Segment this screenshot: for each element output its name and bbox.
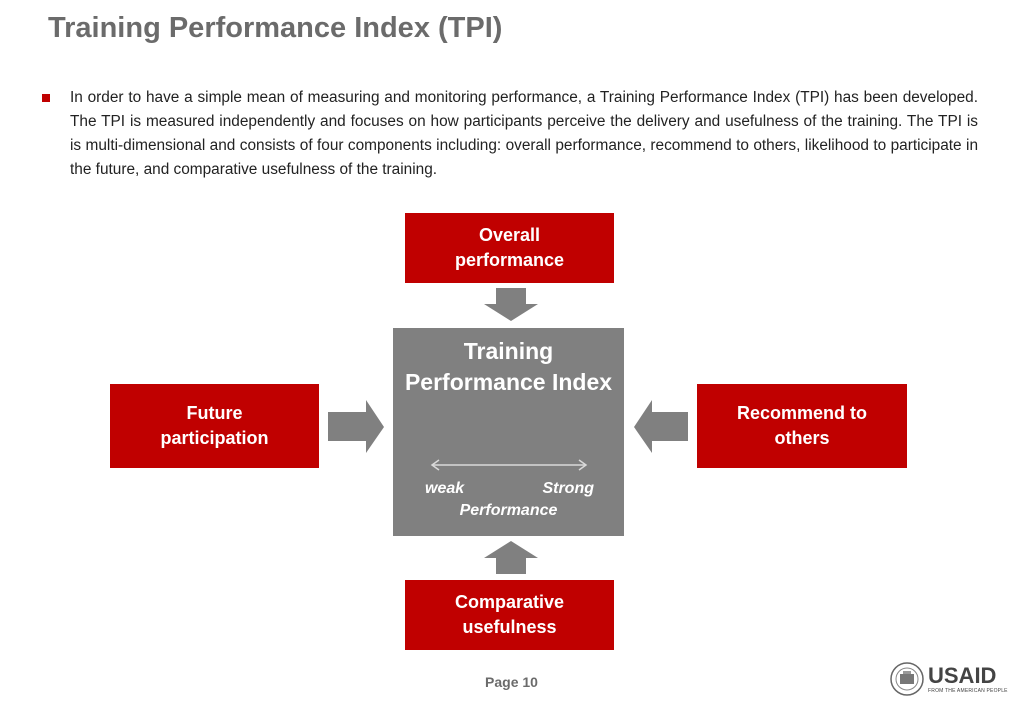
logo-subtext: FROM THE AMERICAN PEOPLE bbox=[928, 688, 1008, 694]
center-box-tpi: Training Performance Index weak Strong P… bbox=[393, 328, 624, 536]
box-comparative-usefulness: Comparative usefulness bbox=[405, 580, 614, 650]
box-overall-performance: Overall performance bbox=[405, 213, 614, 283]
scale-performance-label: Performance bbox=[459, 502, 558, 519]
box-overall-performance-label: Overall performance bbox=[454, 225, 565, 270]
bullet-text: In order to have a simple mean of measur… bbox=[70, 89, 978, 178]
usaid-logo: USAID FROM THE AMERICAN PEOPLE bbox=[890, 660, 1010, 700]
arrow-down-icon bbox=[484, 288, 538, 321]
box-future-participation: Future participation bbox=[110, 384, 319, 468]
arrow-up-icon bbox=[484, 541, 538, 574]
bullet-paragraph: In order to have a simple mean of measur… bbox=[42, 86, 978, 182]
bullet-square-icon bbox=[42, 94, 50, 102]
scale-high-label: Strong bbox=[542, 480, 594, 497]
page-title: Training Performance Index (TPI) bbox=[48, 12, 503, 44]
scale-double-arrow-icon bbox=[430, 459, 588, 471]
usaid-seal-icon bbox=[890, 662, 924, 696]
box-comparative-usefulness-label: Comparative usefulness bbox=[454, 592, 565, 637]
center-title: Training Performance Index bbox=[404, 338, 613, 395]
box-future-participation-label: Future participation bbox=[160, 403, 269, 448]
arrow-left-icon bbox=[634, 400, 688, 453]
box-recommend-to-others: Recommend to others bbox=[697, 384, 907, 468]
box-recommend-to-others-label: Recommend to others bbox=[736, 403, 868, 448]
logo-text: USAID bbox=[928, 663, 997, 688]
scale-low-label: weak bbox=[425, 480, 465, 497]
page-number: Page 10 bbox=[485, 674, 538, 690]
scale-labels: weak Strong Performance bbox=[393, 478, 624, 522]
arrow-right-icon bbox=[328, 400, 384, 453]
